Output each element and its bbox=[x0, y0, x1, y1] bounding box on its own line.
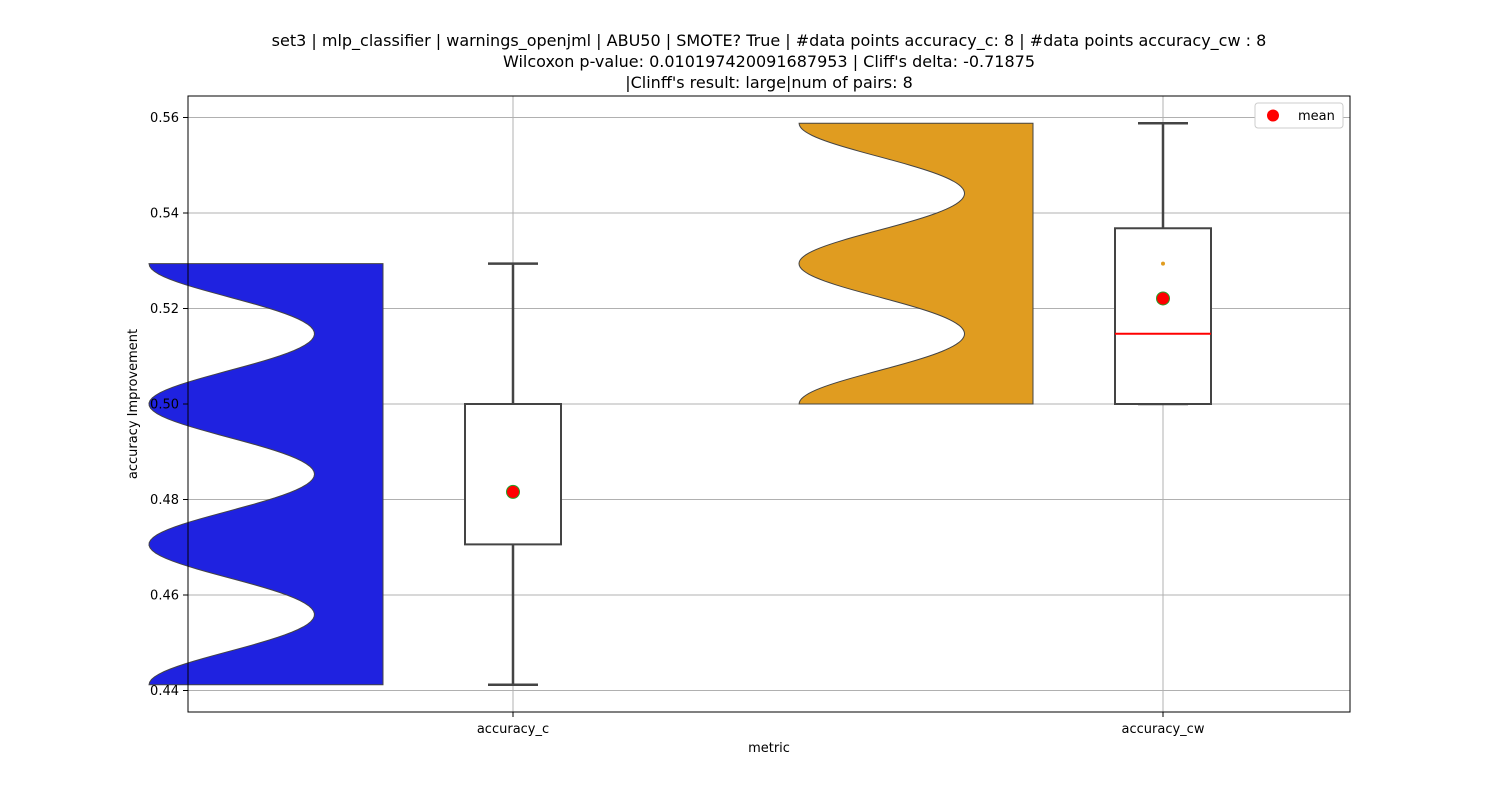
y-tick-label: 0.56 bbox=[150, 111, 179, 126]
boxplots bbox=[464, 121, 1212, 687]
y-tick-label: 0.50 bbox=[150, 398, 179, 413]
plot-area: 0.440.460.480.500.520.540.56 accuracy_c a… bbox=[148, 95, 1351, 737]
y-tick-label: 0.46 bbox=[150, 589, 179, 604]
y-tick-label: 0.48 bbox=[150, 493, 179, 508]
chart-title: set3 | mlp_classifier | warnings_openjml… bbox=[272, 31, 1267, 92]
mean-marker bbox=[1156, 291, 1170, 306]
title-line-3: |Clinff's result: large|num of pairs: 8 bbox=[625, 73, 913, 92]
title-line-1: set3 | mlp_classifier | warnings_openjml… bbox=[272, 31, 1267, 51]
x-axis-label: metric bbox=[748, 741, 790, 756]
x-axis-ticks: accuracy_c accuracy_cw bbox=[477, 712, 1205, 737]
y-tick-label: 0.54 bbox=[150, 206, 179, 221]
x-tick-label: accuracy_c bbox=[477, 722, 549, 737]
mean-marker bbox=[506, 484, 520, 499]
violin-accuracy_c bbox=[148, 263, 384, 686]
y-tick-label: 0.44 bbox=[150, 684, 179, 699]
legend-box bbox=[1254, 102, 1344, 129]
legend-mean-marker bbox=[1267, 109, 1279, 122]
y-axis-label: accuracy Improvement bbox=[126, 329, 141, 479]
violins bbox=[148, 122, 1034, 686]
boxplot-accuracy_cw bbox=[1114, 121, 1212, 406]
violin-accuracy_cw bbox=[798, 122, 1034, 405]
boxplot-accuracy_c bbox=[464, 262, 562, 687]
x-tick-label: accuracy_cw bbox=[1122, 722, 1205, 737]
legend: mean bbox=[1254, 102, 1344, 129]
title-line-2: Wilcoxon p-value: 0.010197420091687953 |… bbox=[503, 52, 1035, 71]
outlier-point bbox=[1161, 261, 1165, 266]
y-axis-ticks: 0.44 0.46 0.48 0.50 0.52 0.54 0.56 bbox=[150, 111, 188, 699]
iqr-box bbox=[1114, 227, 1212, 405]
legend-mean-label: mean bbox=[1298, 109, 1335, 124]
y-tick-label: 0.52 bbox=[150, 302, 179, 317]
iqr-box bbox=[464, 403, 562, 546]
